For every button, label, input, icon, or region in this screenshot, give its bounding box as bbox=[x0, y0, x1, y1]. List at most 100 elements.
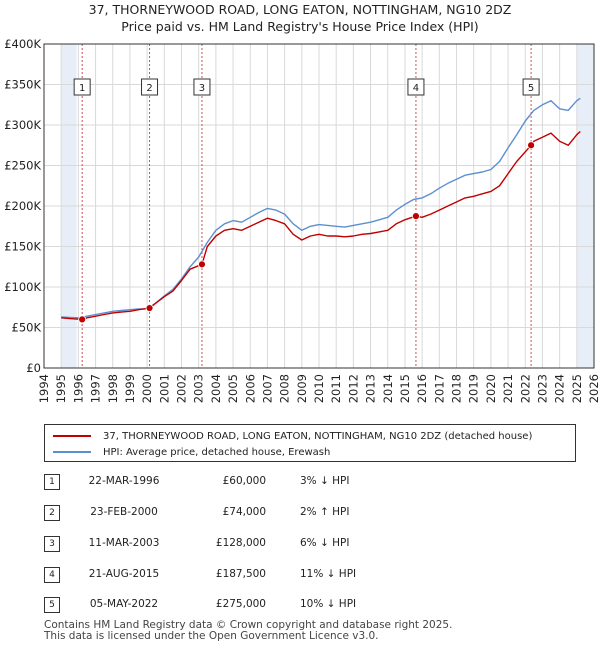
x-tick-label: 2014 bbox=[381, 374, 395, 403]
x-tick-label: 1996 bbox=[71, 374, 85, 403]
legend-entry-hpi: HPI: Average price, detached house, Erew… bbox=[53, 444, 330, 460]
sale-point bbox=[78, 315, 87, 324]
y-tick-label: £250K bbox=[4, 159, 41, 173]
row-number-badge: 2 bbox=[44, 505, 60, 521]
legend-swatch-price bbox=[53, 435, 91, 437]
table-row: 3 11-MAR-2003 £128,000 6% ↓ HPI bbox=[0, 536, 600, 554]
x-tick-label: 2024 bbox=[553, 374, 567, 403]
sale-number-label: 4 bbox=[413, 83, 419, 94]
chart-legend: 37, THORNEYWOOD ROAD, LONG EATON, NOTTIN… bbox=[44, 424, 576, 462]
sale-number-box: 3 bbox=[193, 78, 211, 96]
x-tick-label: 2016 bbox=[415, 374, 429, 403]
row-price: £74,000 bbox=[222, 506, 266, 518]
row-price: £60,000 bbox=[222, 475, 266, 487]
x-tick-label: 2011 bbox=[329, 374, 343, 403]
x-tick-label: 2023 bbox=[535, 374, 549, 403]
x-tick-label: 1994 bbox=[37, 374, 51, 403]
x-tick-label: 2022 bbox=[518, 374, 532, 403]
sale-point bbox=[145, 304, 154, 312]
x-tick-label: 2007 bbox=[260, 374, 274, 403]
sale-number-box-frame bbox=[407, 78, 425, 96]
x-tick-label: 2013 bbox=[364, 374, 378, 403]
table-row: 4 21-AUG-2015 £187,500 11% ↓ HPI bbox=[0, 567, 600, 585]
row-hpi-diff: 3% ↓ HPI bbox=[300, 475, 350, 487]
x-tick-label: 2026 bbox=[587, 374, 600, 403]
x-tick-label: 2004 bbox=[209, 374, 223, 403]
sale-number-box: 5 bbox=[522, 78, 540, 96]
row-hpi-diff: 11% ↓ HPI bbox=[300, 568, 357, 580]
row-date: 22-MAR-1996 bbox=[88, 475, 160, 487]
row-date: 23-FEB-2000 bbox=[90, 506, 158, 518]
x-tick-label: 1997 bbox=[89, 374, 103, 403]
row-price: £275,000 bbox=[215, 598, 266, 610]
x-tick-label: 2003 bbox=[192, 374, 206, 403]
y-tick-label: £150K bbox=[4, 240, 41, 254]
legend-entry-price: 37, THORNEYWOOD ROAD, LONG EATON, NOTTIN… bbox=[53, 428, 532, 444]
table-row: 1 22-MAR-1996 £60,000 3% ↓ HPI bbox=[0, 474, 600, 492]
y-tick-label: £200K bbox=[4, 199, 41, 213]
sale-number-label: 1 bbox=[79, 83, 85, 94]
x-tick-label: 2000 bbox=[140, 374, 154, 403]
x-tick-label: 2017 bbox=[432, 374, 446, 403]
x-tick-label: 2009 bbox=[295, 374, 309, 403]
legend-label-hpi: HPI: Average price, detached house, Erew… bbox=[103, 446, 331, 458]
x-tick-label: 1995 bbox=[54, 374, 68, 403]
x-tick-label: 2025 bbox=[570, 374, 584, 403]
legend-swatch-hpi bbox=[53, 451, 91, 453]
sale-number-box: 4 bbox=[407, 78, 425, 96]
legend-label-price: 37, THORNEYWOOD ROAD, LONG EATON, NOTTIN… bbox=[103, 430, 533, 442]
footer-licence: This data is licensed under the Open Gov… bbox=[44, 630, 379, 642]
sale-point bbox=[198, 260, 206, 269]
row-price: £128,000 bbox=[215, 537, 266, 549]
row-number-badge: 5 bbox=[44, 597, 60, 613]
plot-frame bbox=[43, 43, 595, 369]
table-row: 5 05-MAY-2022 £275,000 10% ↓ HPI bbox=[0, 597, 600, 615]
x-tick-label: 2021 bbox=[501, 374, 515, 403]
sale-number-box-frame bbox=[522, 78, 540, 96]
sale-point bbox=[412, 212, 420, 221]
y-tick-label: £100K bbox=[4, 280, 41, 294]
y-tick-label: £0 bbox=[26, 361, 41, 375]
row-hpi-diff: 6% ↓ HPI bbox=[300, 537, 350, 549]
y-tick-label: £400K bbox=[4, 37, 41, 51]
x-tick-label: 2020 bbox=[484, 374, 498, 403]
row-hpi-diff: 2% ↑ HPI bbox=[300, 506, 350, 518]
row-number-badge: 3 bbox=[44, 536, 60, 552]
row-number-badge: 4 bbox=[44, 567, 60, 583]
x-tick-label: 2015 bbox=[398, 374, 412, 403]
row-price: £187,500 bbox=[215, 568, 266, 580]
row-number-badge: 1 bbox=[44, 474, 60, 490]
x-tick-label: 2005 bbox=[226, 374, 240, 403]
sale-number-label: 3 bbox=[199, 83, 205, 94]
x-tick-label: 2012 bbox=[346, 374, 360, 403]
price-chart: £0 £50K £100K £150K £200K £250K £300K £350K £400… bbox=[4, 37, 600, 403]
sale-point bbox=[527, 141, 535, 150]
sale-number-box: 1 bbox=[73, 78, 91, 96]
row-date: 21-AUG-2015 bbox=[88, 568, 160, 580]
footer-attribution: Contains HM Land Registry data © Crown c… bbox=[44, 620, 452, 642]
row-hpi-diff: 10% ↓ HPI bbox=[300, 598, 357, 610]
sale-number-label: 2 bbox=[146, 83, 152, 94]
y-tick-label: £300K bbox=[4, 118, 41, 132]
x-tick-label: 2008 bbox=[278, 374, 292, 403]
chart-title-address: 37, THORNEYWOOD ROAD, LONG EATON, NOTTIN… bbox=[88, 2, 512, 17]
sale-number-box: 2 bbox=[141, 78, 159, 96]
x-tick-label: 2006 bbox=[243, 374, 257, 403]
sale-number-box-frame bbox=[193, 78, 211, 96]
footer-copyright: Contains HM Land Registry data © Crown c… bbox=[44, 619, 453, 631]
sale-number-box-frame bbox=[141, 78, 159, 96]
x-tick-label: 2019 bbox=[467, 374, 481, 403]
x-tick-label: 2001 bbox=[157, 374, 171, 403]
table-row: 2 23-FEB-2000 £74,000 2% ↑ HPI bbox=[0, 505, 600, 523]
x-tick-label: 1999 bbox=[123, 374, 137, 403]
x-tick-label: 1998 bbox=[106, 374, 120, 403]
y-tick-label: £350K bbox=[4, 78, 41, 92]
chart-subtitle: Price paid vs. HM Land Registry's House … bbox=[121, 19, 479, 34]
row-date: 11-MAR-2003 bbox=[88, 537, 160, 549]
hpi-line bbox=[61, 97, 581, 319]
x-tick-label: 2010 bbox=[312, 374, 326, 403]
x-tick-label: 2002 bbox=[175, 374, 189, 403]
sale-number-label: 5 bbox=[528, 83, 534, 94]
x-tick-label: 2018 bbox=[450, 374, 464, 403]
sale-number-box-frame bbox=[73, 78, 91, 96]
